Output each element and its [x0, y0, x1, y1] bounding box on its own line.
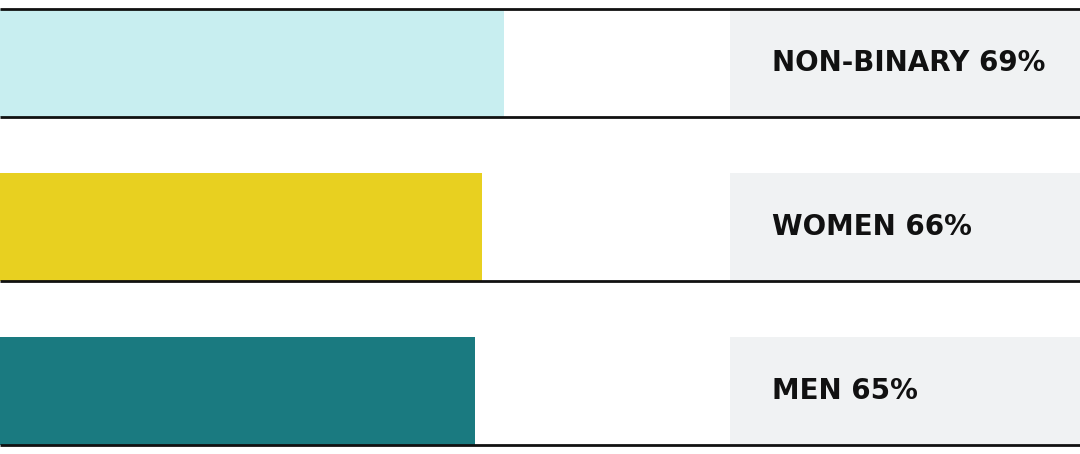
Bar — [730, 337, 1080, 445]
Bar — [730, 173, 1080, 281]
Text: MEN 65%: MEN 65% — [772, 377, 918, 405]
Bar — [0, 9, 503, 117]
Bar — [0, 173, 482, 281]
Bar — [0, 337, 474, 445]
Bar — [730, 9, 1080, 117]
Text: WOMEN 66%: WOMEN 66% — [772, 213, 972, 241]
Text: NON-BINARY 69%: NON-BINARY 69% — [772, 49, 1045, 77]
